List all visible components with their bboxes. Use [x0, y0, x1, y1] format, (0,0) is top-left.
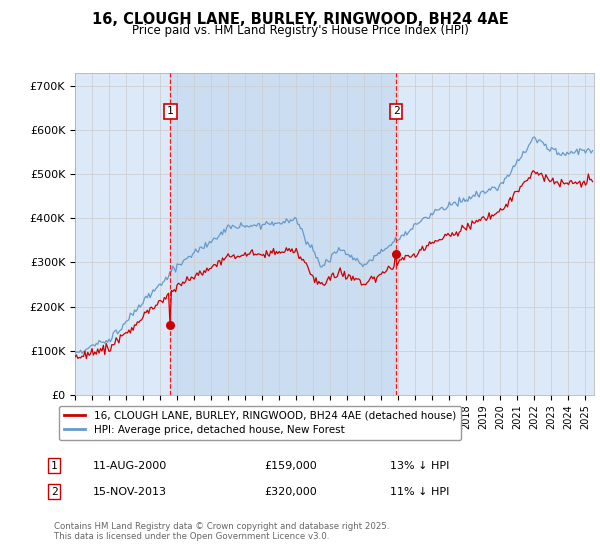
Point — [166, 320, 175, 329]
Text: 2: 2 — [393, 106, 400, 116]
Text: 15-NOV-2013: 15-NOV-2013 — [93, 487, 167, 497]
Text: 2: 2 — [50, 487, 58, 497]
Text: 13% ↓ HPI: 13% ↓ HPI — [390, 461, 449, 471]
Text: Contains HM Land Registry data © Crown copyright and database right 2025.
This d: Contains HM Land Registry data © Crown c… — [54, 522, 389, 542]
Text: 1: 1 — [167, 106, 174, 116]
Text: £320,000: £320,000 — [264, 487, 317, 497]
Text: 11% ↓ HPI: 11% ↓ HPI — [390, 487, 449, 497]
Text: 1: 1 — [50, 461, 58, 471]
Text: £159,000: £159,000 — [264, 461, 317, 471]
Legend: 16, CLOUGH LANE, BURLEY, RINGWOOD, BH24 4AE (detached house), HPI: Average price: 16, CLOUGH LANE, BURLEY, RINGWOOD, BH24 … — [59, 405, 461, 440]
Text: Price paid vs. HM Land Registry's House Price Index (HPI): Price paid vs. HM Land Registry's House … — [131, 24, 469, 37]
Bar — [170, 73, 396, 395]
Text: 16, CLOUGH LANE, BURLEY, RINGWOOD, BH24 4AE: 16, CLOUGH LANE, BURLEY, RINGWOOD, BH24 … — [92, 12, 508, 27]
Point — [391, 249, 401, 258]
Text: 11-AUG-2000: 11-AUG-2000 — [93, 461, 167, 471]
